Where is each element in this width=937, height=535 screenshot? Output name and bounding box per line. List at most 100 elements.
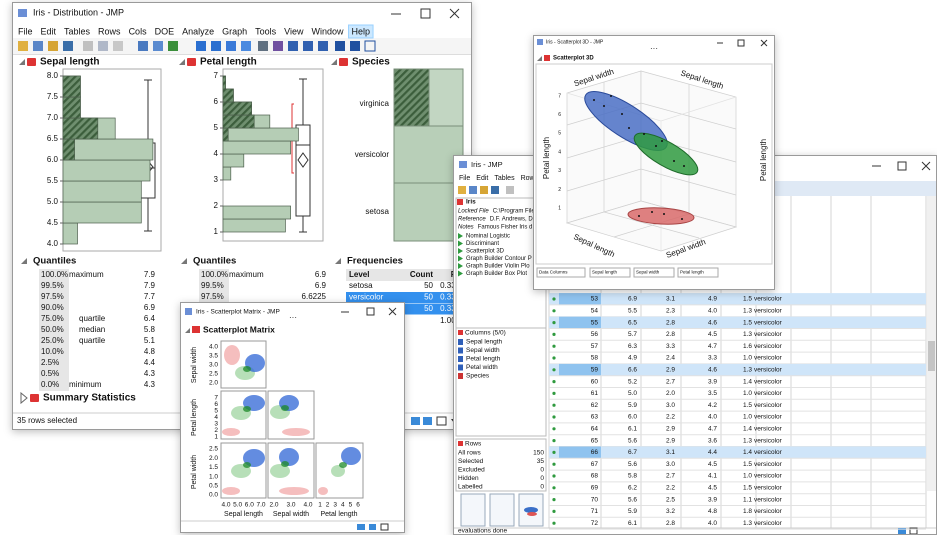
- menu-item[interactable]: View: [284, 26, 304, 36]
- column-name[interactable]: Petal width: [466, 364, 498, 371]
- cell: 1.5: [743, 296, 752, 303]
- y-tick-label: 1.0: [209, 473, 218, 480]
- app-icon: [185, 308, 192, 315]
- dropdown-label[interactable]: Petal length: [680, 270, 704, 275]
- menu-item[interactable]: Rows: [521, 175, 539, 182]
- menu-item[interactable]: Tables: [64, 26, 91, 36]
- quantile-label: quartile: [79, 314, 106, 323]
- close[interactable]: [388, 307, 397, 316]
- cell: 2.0: [666, 390, 675, 397]
- x-tick-label: 2: [326, 502, 330, 509]
- y-tick-label: 3.5: [209, 353, 218, 360]
- menu-item[interactable]: Graph: [222, 26, 247, 36]
- dropdown-label[interactable]: Sepal width: [636, 270, 660, 275]
- cell: 3.9: [708, 378, 717, 385]
- menu-item[interactable]: Tables: [494, 175, 515, 182]
- column-name[interactable]: Species: [466, 373, 490, 380]
- maximize[interactable]: [737, 39, 745, 47]
- cell: 5.0: [628, 390, 637, 397]
- script-name[interactable]: Graph Builder Box Plot: [466, 271, 527, 277]
- scrollbar[interactable]: [927, 196, 936, 491]
- selected-histogram-bar: [62, 117, 99, 140]
- selected-row: [346, 292, 471, 303]
- menu-item[interactable]: File: [459, 175, 470, 182]
- close[interactable]: [921, 161, 931, 171]
- y-tick-label: 6: [214, 97, 219, 106]
- selected-histogram-bar: [62, 96, 81, 119]
- y-tick-label: 0.0: [209, 492, 218, 499]
- close[interactable]: [760, 39, 768, 47]
- menu-item[interactable]: Analyze: [182, 26, 214, 36]
- menu-item[interactable]: File: [18, 26, 33, 36]
- selected-row-number: [559, 316, 601, 329]
- menu-item[interactable]: Cols: [129, 26, 148, 36]
- menu-item[interactable]: Edit: [41, 26, 57, 36]
- disclosure[interactable]: [537, 56, 542, 61]
- cell: 5.6: [628, 437, 637, 444]
- script-name[interactable]: Graph Builder Contour P: [466, 256, 532, 262]
- cell: 2.2: [666, 485, 675, 492]
- menu-item[interactable]: Help: [352, 26, 371, 36]
- script-name[interactable]: Graph Builder Violin Plo: [466, 264, 530, 270]
- row-marker: [552, 309, 556, 313]
- menu-item[interactable]: Rows: [98, 26, 121, 36]
- cell: 3.5: [708, 390, 717, 397]
- menu-item[interactable]: Edit: [476, 175, 488, 182]
- cell: 1.4: [743, 426, 752, 433]
- disclosure[interactable]: [185, 328, 190, 333]
- controls[interactable]: [536, 267, 719, 278]
- y-tick-label: 8.0: [47, 71, 59, 80]
- quantile-percent: 75.0%: [41, 314, 64, 323]
- row-state-name: All rows: [458, 450, 482, 457]
- close[interactable]: [449, 8, 460, 19]
- quantile-percent: 2.5%: [41, 358, 59, 367]
- cell: versicolor: [754, 331, 783, 338]
- section-header[interactable]: Summary Statistics: [43, 393, 136, 404]
- maximize[interactable]: [897, 161, 907, 171]
- red-triangle-menu[interactable]: [192, 326, 200, 333]
- maximize[interactable]: [420, 8, 431, 19]
- histogram-bar: [222, 166, 232, 181]
- quantile-value: 4.3: [144, 369, 156, 378]
- dropdown-label[interactable]: Data Columns: [539, 270, 568, 275]
- script-name[interactable]: Nominal Logistic: [466, 234, 510, 240]
- column-name[interactable]: Petal length: [466, 356, 501, 363]
- x-tick-label: 3: [333, 502, 337, 509]
- selected-histogram-bar: [222, 127, 229, 142]
- z-tick-label: 3: [558, 168, 561, 174]
- dropdown-label[interactable]: Sepal length: [592, 270, 618, 275]
- cell: 2.7: [666, 473, 675, 480]
- column-name[interactable]: Sepal width: [466, 347, 500, 354]
- menu-item[interactable]: DOE: [155, 26, 175, 36]
- panel-header: Scatterplot Matrix: [203, 324, 275, 334]
- y-tick-label: 4: [214, 414, 218, 421]
- row-marker: [552, 498, 556, 502]
- status-bar: [181, 520, 404, 531]
- property-value: Famous Fisher Iris d: [478, 225, 533, 231]
- selected-row: [549, 316, 926, 329]
- menu-item[interactable]: Tools: [255, 26, 277, 36]
- cell: 2.7: [666, 378, 675, 385]
- script-name[interactable]: Scatterplot 3D: [466, 249, 505, 255]
- red-triangle-menu[interactable]: [544, 55, 550, 61]
- y-tick-label: 2.5: [209, 371, 218, 378]
- x-axis-label: Sepal length: [224, 511, 263, 518]
- row-state-name: Excluded: [458, 467, 485, 474]
- cell: 1.0: [743, 355, 752, 362]
- count: 50: [424, 281, 433, 290]
- selected-row: [549, 446, 926, 459]
- quantile-value: 4.4: [144, 358, 156, 367]
- script-name[interactable]: Discriminant: [466, 241, 499, 247]
- row-marker: [552, 521, 556, 525]
- row-marker: [552, 403, 556, 407]
- menu-item[interactable]: Window: [312, 26, 345, 36]
- x-tick-label: 2.0: [269, 502, 278, 509]
- cell: 1.0: [743, 390, 752, 397]
- y-tick-label: 3: [214, 421, 218, 428]
- y-tick-label: 1: [214, 434, 218, 441]
- column-name[interactable]: Sepal length: [466, 339, 503, 346]
- property-name: Locked File: [458, 209, 489, 215]
- maximize[interactable]: [366, 307, 375, 316]
- cell: 6.5: [628, 319, 637, 326]
- cell: 4.1: [708, 473, 717, 480]
